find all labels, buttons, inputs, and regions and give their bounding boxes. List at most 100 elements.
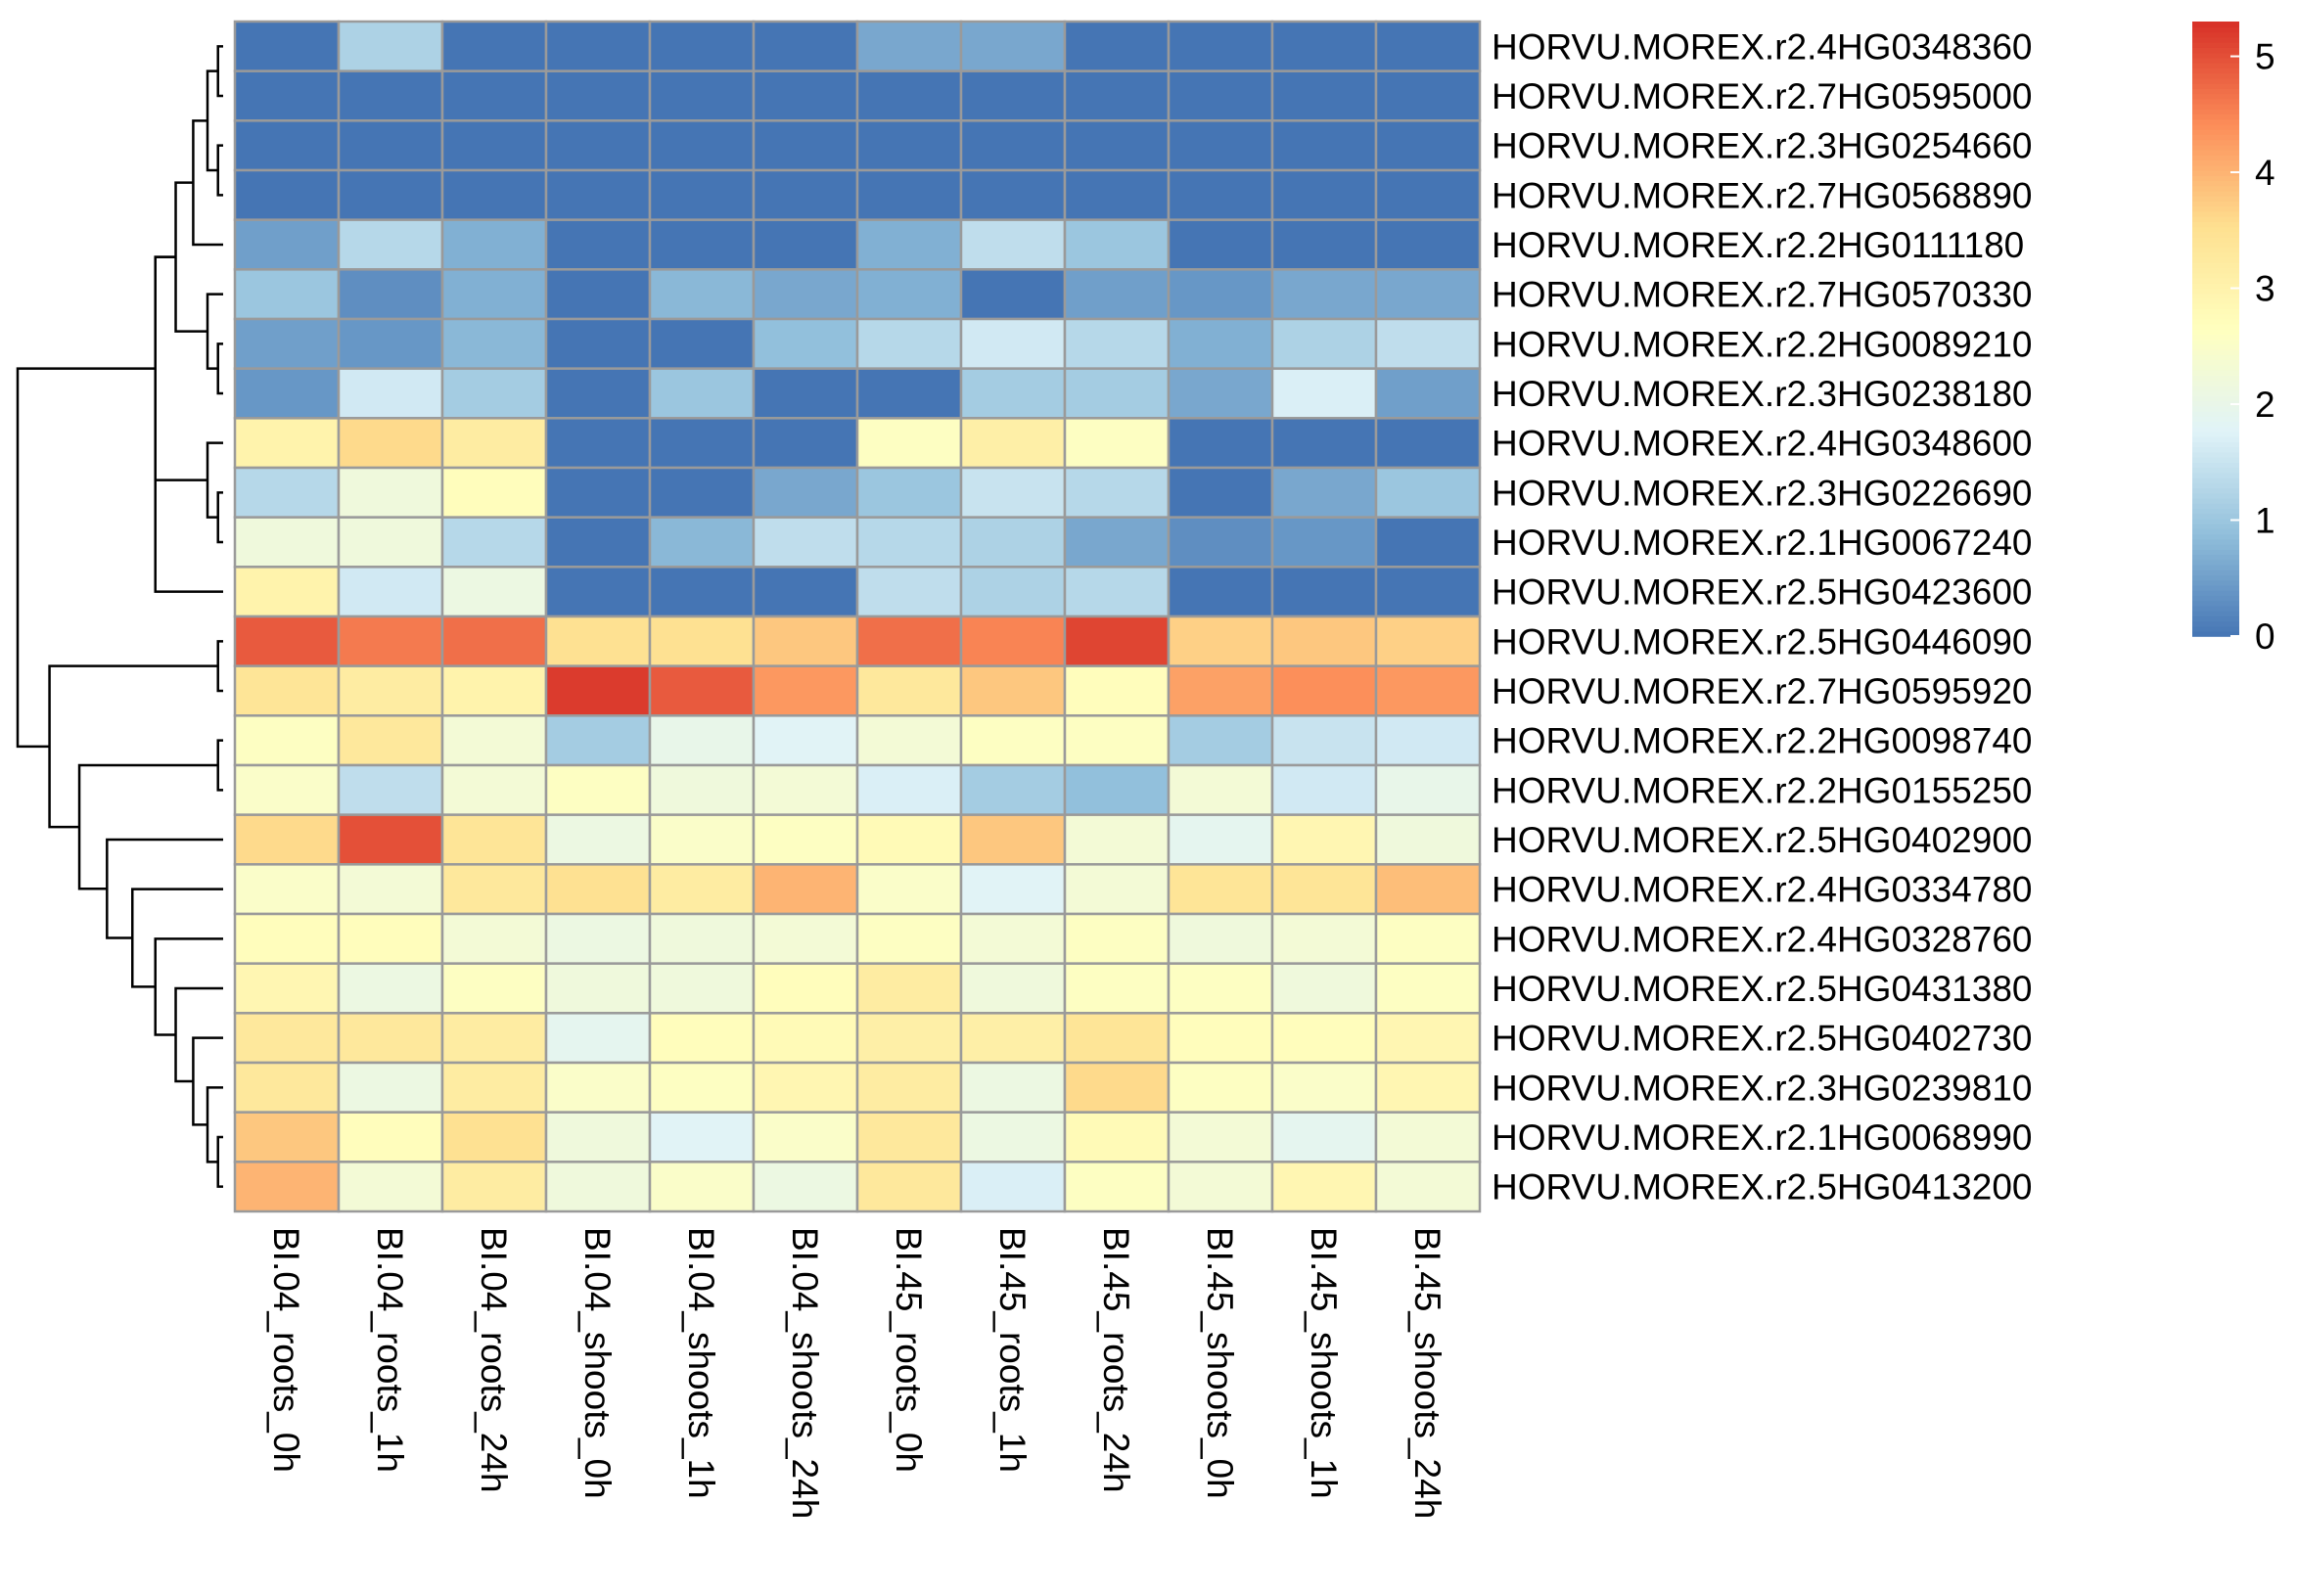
heatmap-cell — [233, 714, 341, 767]
heatmap-cell — [233, 69, 341, 122]
heatmap-cell — [855, 218, 963, 271]
dendrogram-branch — [16, 367, 156, 749]
row-label: HORVU.MOREX.r2.5HG0413200 — [1492, 1167, 2033, 1208]
heatmap-cell — [440, 417, 548, 470]
heatmap-cell — [959, 466, 1067, 519]
colorbar-segment — [2192, 297, 2239, 304]
heatmap-cell — [1063, 1161, 1171, 1213]
heatmap-cell — [233, 962, 341, 1015]
heatmap-cell — [1063, 119, 1171, 172]
heatmap-cell — [337, 168, 444, 221]
heatmap-cell — [1167, 69, 1274, 122]
heatmap-cell — [1167, 714, 1274, 767]
heatmap-cell — [1063, 367, 1171, 420]
heatmap-cell — [337, 268, 444, 321]
heatmap-cell — [233, 1161, 341, 1213]
heatmap-cell — [337, 218, 444, 271]
colorbar-segment — [2192, 261, 2239, 268]
colorbar-segment — [2192, 256, 2239, 263]
colorbar-segment — [2192, 242, 2239, 249]
heatmap-cell — [544, 813, 652, 866]
heatmap-cell — [1374, 1111, 1482, 1163]
heatmap-cell — [337, 714, 444, 767]
colorbar-segment — [2192, 128, 2239, 135]
heatmap-cell — [752, 813, 859, 866]
heatmap-cell — [337, 912, 444, 965]
row-label: HORVU.MOREX.r2.2HG0098740 — [1492, 721, 2033, 761]
colorbar-segment — [2192, 380, 2239, 387]
colorbar-segment — [2192, 26, 2239, 33]
heatmap-cell — [1270, 1012, 1378, 1065]
colorbar-segment — [2192, 462, 2239, 469]
heatmap-cell — [1167, 168, 1274, 221]
heatmap-cell — [1270, 367, 1378, 420]
colorbar-segment — [2192, 41, 2239, 48]
heatmap-cell — [959, 119, 1067, 172]
heatmap-cell — [648, 566, 756, 618]
heatmap-cell — [1270, 962, 1378, 1015]
row-label: HORVU.MOREX.r2.3HG0239810 — [1492, 1068, 2033, 1108]
colorbar-tick-label: 5 — [2255, 37, 2275, 77]
heatmap-cell — [855, 69, 963, 122]
heatmap-cell — [1167, 962, 1274, 1015]
heatmap-cell — [337, 1061, 444, 1114]
heatmap-cell — [1270, 714, 1378, 767]
row-dendrogram — [16, 45, 223, 1188]
heatmap-cell — [440, 1061, 548, 1114]
colorbar-segment — [2192, 205, 2239, 212]
dendrogram-branch — [192, 119, 223, 247]
heatmap-cell — [959, 912, 1067, 965]
heatmap-cell — [752, 168, 859, 221]
heatmap-cell — [1374, 962, 1482, 1015]
heatmap-cell — [440, 218, 548, 271]
heatmap-cell — [855, 813, 963, 866]
heatmap-cell — [648, 1061, 756, 1114]
heatmap-cell — [1374, 367, 1482, 420]
row-label: HORVU.MOREX.r2.7HG0570330 — [1492, 275, 2033, 315]
heatmap-cell — [1374, 516, 1482, 569]
heatmap-cell — [959, 615, 1067, 667]
heatmap-cell — [1167, 863, 1274, 916]
dendrogram-branch — [216, 1135, 223, 1188]
heatmap-cell — [752, 962, 859, 1015]
colorbar-segment — [2192, 103, 2239, 110]
heatmap-cell — [544, 367, 652, 420]
heatmap-cell — [1270, 615, 1378, 667]
heatmap-cell — [959, 962, 1067, 1015]
row-label: HORVU.MOREX.r2.5HG0423600 — [1492, 572, 2033, 613]
heatmap-cell — [233, 268, 341, 321]
colorbar-segment — [2192, 564, 2239, 570]
heatmap-cell — [1270, 317, 1378, 370]
dendrogram-branch — [77, 763, 218, 890]
column-label: BI.45_roots_24h — [1096, 1227, 1136, 1493]
heatmap-cell — [855, 566, 963, 618]
heatmap-cell — [440, 912, 548, 965]
column-label: BI.45_shoots_0h — [1200, 1227, 1240, 1499]
heatmap-cell — [1063, 268, 1171, 321]
heatmap-cell — [648, 516, 756, 569]
column-label: BI.04_roots_24h — [474, 1227, 514, 1493]
heatmap-cell — [337, 69, 444, 122]
heatmap-cell — [1063, 813, 1171, 866]
heatmap-cell — [1374, 566, 1482, 618]
colorbar-segment — [2192, 497, 2239, 504]
heatmap-cell — [959, 69, 1067, 122]
heatmap-cell — [544, 1161, 652, 1213]
heatmap-cell — [337, 317, 444, 370]
heatmap-cell — [752, 664, 859, 717]
heatmap-cell — [440, 317, 548, 370]
colorbar-segment — [2192, 201, 2239, 207]
colorbar-segment — [2192, 446, 2239, 453]
heatmap-cell — [1167, 1012, 1274, 1065]
colorbar-segment — [2192, 82, 2239, 89]
row-label: HORVU.MOREX.r2.5HG0431380 — [1492, 969, 2033, 1009]
colorbar-segment — [2192, 579, 2239, 586]
heatmap-cell — [855, 664, 963, 717]
heatmap-cell — [1374, 119, 1482, 172]
colorbar-segment — [2192, 36, 2239, 43]
colorbar-segment — [2192, 323, 2239, 330]
heatmap-cell — [752, 218, 859, 271]
heatmap-cell — [648, 912, 756, 965]
colorbar-tick-label: 3 — [2255, 269, 2275, 309]
heatmap-cell — [337, 466, 444, 519]
